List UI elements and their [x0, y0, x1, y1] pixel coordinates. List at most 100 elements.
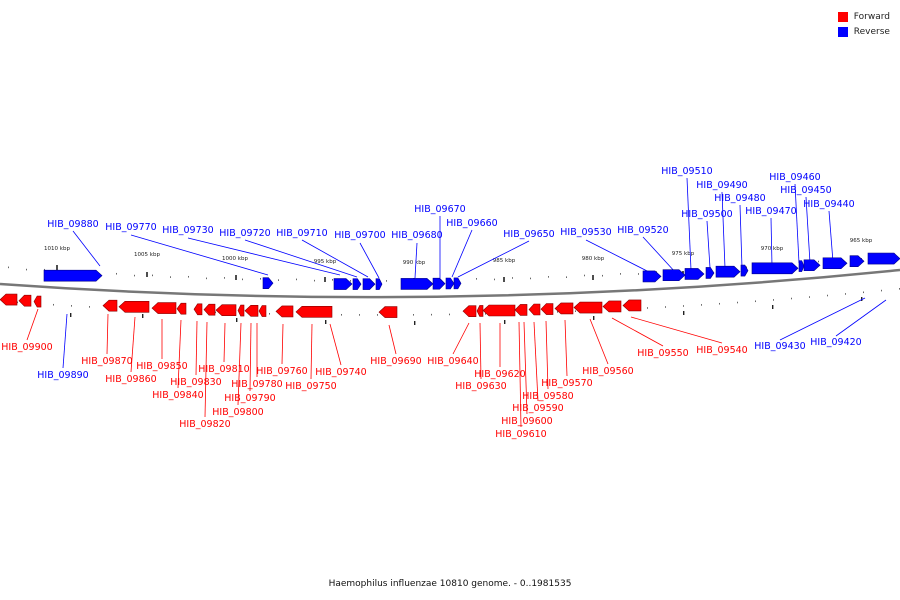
forward-gene-label: HIB_09900 [1, 342, 52, 353]
legend-reverse-label: Reverse [853, 26, 890, 37]
scale-major-tick [324, 277, 326, 282]
scale-minor-tick [170, 276, 171, 278]
forward-gene-leader [611, 317, 664, 347]
forward-gene-leader [106, 313, 109, 355]
forward-gene-leader [533, 321, 539, 402]
forward-gene-label: HIB_09600 [501, 416, 552, 427]
scale-minor-tick [224, 277, 225, 279]
genome-backbone [0, 268, 900, 299]
forward-gene-label: HIB_09620 [474, 369, 525, 380]
reverse-gene-label: HIB_09660 [446, 218, 497, 229]
reverse-gene-arrow [867, 252, 900, 265]
scale-minor-tick [494, 278, 495, 281]
scale-minor-tick [647, 307, 648, 309]
reverse-gene-leader [770, 217, 773, 267]
scale-minor-tick [314, 279, 315, 282]
reverse-gene-leader [779, 297, 866, 341]
forward-gene-arrow [482, 304, 516, 317]
reverse-gene-arrow [662, 269, 686, 281]
forward-gene-label: HIB_09540 [696, 345, 747, 356]
scale-major-tick [56, 265, 58, 270]
forward-gene-arrow [33, 295, 42, 308]
reverse-gene-leader [739, 204, 743, 269]
forward-gene-leader [310, 323, 313, 380]
scale-minor-tick [809, 296, 810, 298]
reverse-gene-leader [794, 183, 800, 264]
scale-minor-tick [746, 266, 747, 269]
leader-lines [26, 177, 887, 428]
scale-minor-tick [449, 313, 450, 316]
scale-minor-tick [278, 279, 279, 281]
reverse-gene-arrow [740, 264, 749, 277]
reverse-gene-arrow [445, 277, 455, 290]
scale-major-tick [236, 318, 238, 322]
forward-gene-leader [26, 308, 39, 341]
reverse-gene-leader [62, 313, 68, 369]
scale-label: 990 kbp [403, 260, 426, 266]
forward-gene-label: HIB_09810 [198, 364, 249, 375]
forward-gene-arrow [476, 305, 484, 317]
scale-minor-tick [71, 305, 72, 307]
scale-label: 1005 kbp [134, 252, 160, 258]
scale-minor-tick [260, 277, 261, 280]
reverse-gene-arrow [453, 277, 462, 290]
forward-gene-leader [545, 320, 549, 390]
scale-minor-tick [116, 272, 117, 275]
reverse-gene-label: HIB_09700 [334, 230, 385, 241]
forward-gene-arrow [622, 299, 642, 312]
scale-minor-tick [566, 276, 567, 278]
forward-gene-label: HIB_09610 [495, 429, 546, 440]
reverse-gene-label: HIB_09470 [745, 206, 796, 217]
reverse-gene-arrow [798, 260, 805, 272]
scale-label: 1010 kbp [44, 246, 70, 252]
forward-gene-arrow [118, 301, 150, 313]
forward-gene-label: HIB_09590 [512, 403, 563, 414]
forward-gene-arrow [378, 306, 398, 318]
forward-gene-arrow [215, 304, 237, 316]
forward-gene-leader [177, 319, 182, 389]
forward-gene-arrow [573, 301, 603, 314]
forward-gene-label: HIB_09750 [285, 381, 336, 392]
reverse-gene-arrow [849, 255, 865, 268]
forward-swatch [837, 11, 848, 22]
scale-minor-tick [386, 280, 387, 282]
scale-minor-tick [53, 303, 54, 306]
scale-major-tick [235, 275, 237, 280]
forward-gene-leader [195, 320, 198, 376]
scale-major-tick [142, 314, 144, 318]
reverse-gene-arrow [362, 278, 376, 290]
scale-minor-tick [89, 306, 90, 308]
scale-minor-tick [863, 291, 864, 294]
reverse-gene-label: HIB_09890 [37, 370, 88, 381]
reverse-gene-leader [301, 239, 369, 278]
scale-minor-tick [719, 302, 720, 305]
scale-minor-tick [845, 293, 846, 295]
genome-caption: Haemophilus influenzae 10810 genome. - 0… [328, 579, 572, 589]
forward-gene-leader [452, 322, 470, 355]
reverse-gene-arrow [822, 257, 848, 270]
reverse-gene-arrow [642, 270, 662, 283]
scale-minor-tick [557, 311, 558, 313]
reverse-gene-leader [585, 239, 654, 275]
forward-gene-label: HIB_09820 [179, 419, 230, 430]
reverse-gene-label: HIB_09490 [696, 180, 747, 191]
scale-minor-tick [26, 268, 27, 271]
forward-gene-leader [564, 319, 568, 377]
scale-minor-tick [602, 274, 603, 277]
reverse-gene-leader [457, 240, 530, 278]
forward-gene-arrow [244, 304, 259, 317]
forward-gene-arrow [193, 303, 203, 316]
forward-gene-arrow [0, 293, 18, 306]
forward-gene-leader [630, 316, 723, 344]
reverse-gene-leader [359, 242, 380, 279]
legend-forward: Forward [837, 9, 890, 24]
scale-major-tick [683, 311, 685, 315]
forward-gene-leader [388, 324, 397, 355]
scale-minor-tick [530, 277, 531, 280]
scale-minor-tick [818, 260, 819, 263]
scale-major-tick [70, 313, 72, 317]
forward-gene-label: HIB_09840 [152, 390, 203, 401]
scale-label: 980 kbp [582, 256, 605, 262]
forward-gene-leader [249, 322, 252, 392]
scale-major-tick [414, 321, 416, 325]
